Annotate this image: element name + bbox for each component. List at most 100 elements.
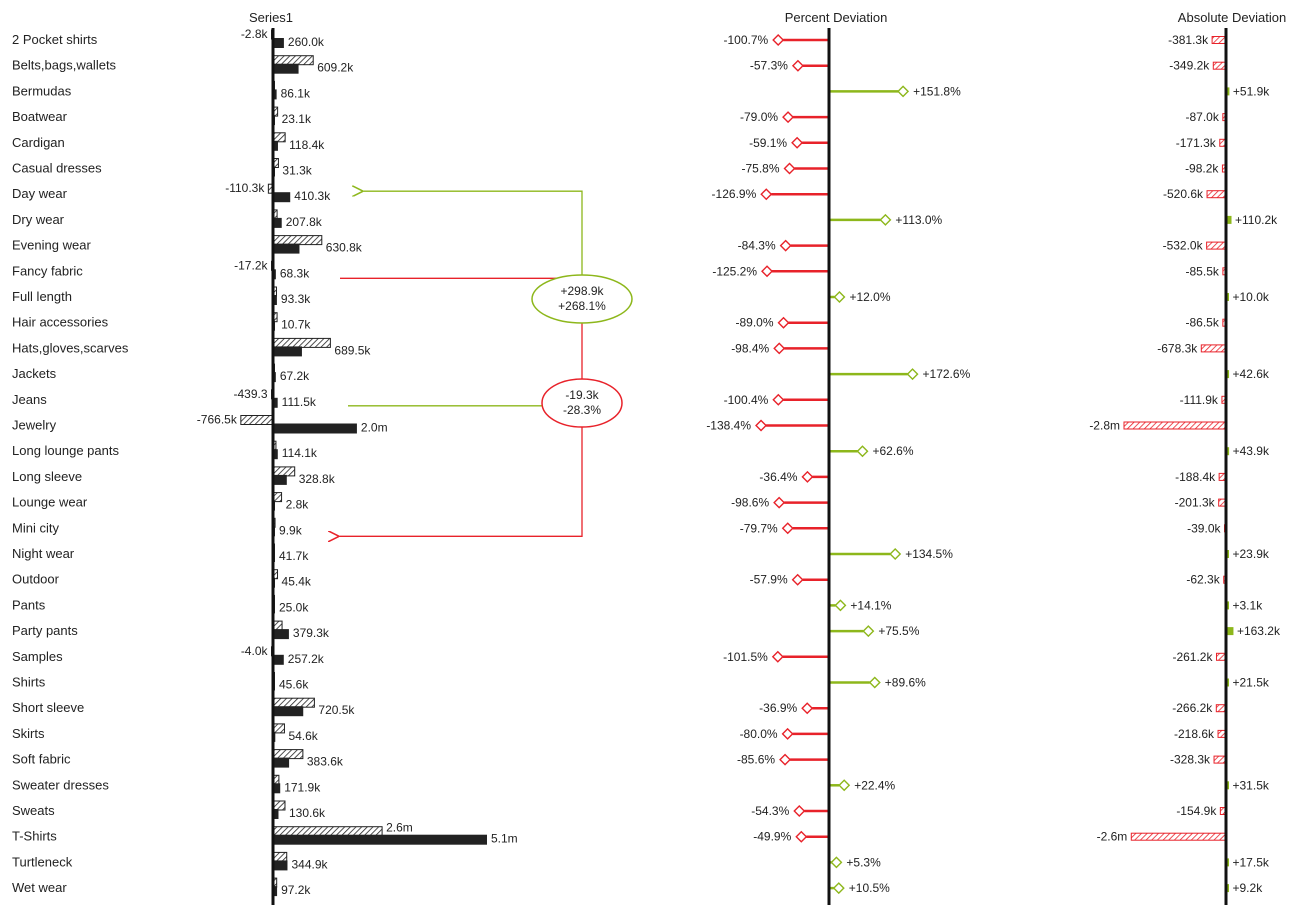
percent-marker (791, 573, 804, 586)
percent-marker (868, 676, 881, 689)
series1-bar (273, 89, 277, 100)
percent-value-label: -79.7% (740, 521, 778, 535)
percent-value-label: +89.6% (885, 676, 926, 690)
series1-bar (273, 449, 278, 460)
absolute-value-label: +3.1k (1233, 598, 1264, 612)
annotation-text: -28.3% (563, 403, 601, 417)
percent-marker (879, 213, 892, 226)
series1-bar (273, 63, 299, 74)
percent-marker (760, 188, 773, 201)
category-label: Shirts (12, 675, 46, 690)
series1-bar (273, 860, 288, 871)
absolute-value-label: -328.3k (1170, 753, 1211, 767)
absolute-value-label: +17.5k (1233, 855, 1270, 869)
absolute-value-label: -2.6m (1097, 830, 1128, 844)
percent-marker (772, 34, 785, 46)
percent-marker (791, 59, 804, 72)
series1-bar (273, 757, 290, 768)
reference-bar (272, 749, 304, 760)
percent-value-label: -80.0% (740, 727, 778, 741)
absolute-value-label: -62.3k (1186, 573, 1220, 587)
series1-value-label: 328.8k (299, 472, 336, 486)
category-label: Hair accessories (12, 315, 109, 330)
series1-bar (273, 809, 279, 819)
absolute-value-label: -111.9k (1180, 393, 1219, 407)
series1-value-label: 609.2k (317, 61, 354, 75)
series1-bar (273, 834, 487, 845)
category-label: Short sleeve (12, 700, 84, 715)
category-label: 2 Pocket shirts (12, 32, 98, 47)
absolute-value-label: -266.2k (1172, 701, 1213, 715)
series1-bar (273, 886, 278, 897)
reference-value-label: -110.3k (225, 181, 265, 195)
series1-value-label: 97.2k (281, 883, 311, 897)
percent-marker (862, 625, 875, 638)
category-label: Samples (12, 649, 63, 664)
reference-bar (272, 235, 323, 246)
percent-marker (779, 239, 792, 252)
series1-value-label: 54.6k (288, 729, 318, 743)
absolute-value-label: -349.2k (1169, 59, 1210, 73)
absolute-value-label: -39.0k (1187, 521, 1221, 535)
percent-marker (781, 522, 794, 535)
category-label: Soft fabric (12, 752, 71, 767)
percent-value-label: -101.5% (723, 650, 768, 664)
percent-value-label: -138.4% (706, 419, 751, 433)
category-label: Full length (12, 289, 72, 304)
percent-marker (838, 779, 851, 792)
series1-value-label: 68.3k (280, 266, 310, 280)
percent-marker (781, 727, 794, 740)
series1-bar (273, 706, 304, 717)
absolute-bar (1226, 215, 1232, 224)
series1-value-label: 10.7k (281, 318, 311, 332)
series1-value-label: 93.3k (281, 292, 311, 306)
series1-bar (273, 295, 277, 305)
percent-marker (830, 856, 843, 869)
category-label: Long lounge pants (12, 443, 119, 458)
category-label: T-Shirts (12, 829, 57, 844)
category-label: Wet wear (12, 880, 67, 895)
percent-value-label: +10.5% (849, 881, 890, 895)
absolute-value-label: -85.5k (1186, 264, 1220, 278)
percent-value-label: +62.6% (872, 444, 913, 458)
absolute-value-label: +51.9k (1233, 84, 1270, 98)
percent-marker (795, 830, 808, 843)
percent-marker (793, 805, 806, 817)
absolute-value-label: +10.0k (1233, 290, 1270, 304)
category-label: Sweats (12, 803, 55, 818)
absolute-value-label: +31.5k (1233, 778, 1270, 792)
header-series1: Series1 (249, 10, 293, 25)
absolute-bar (1200, 344, 1227, 353)
series1-value-label: 2.0m (361, 421, 388, 435)
category-label: Bermudas (12, 83, 72, 98)
series1-value-label: 260.0k (288, 35, 325, 49)
series1-value-label: 720.5k (318, 703, 355, 717)
percent-marker (772, 393, 785, 406)
series1-value-label: 31.3k (282, 164, 312, 178)
percent-value-label: -100.4% (724, 393, 769, 407)
reference-value-label: -17.2k (234, 258, 268, 272)
absolute-value-label: +9.2k (1233, 881, 1264, 895)
absolute-value-label: -171.3k (1176, 136, 1217, 150)
category-label: Party pants (12, 623, 78, 638)
absolute-value-label: -261.2k (1172, 650, 1213, 664)
series1-value-label: 114.1k (282, 446, 318, 460)
absolute-value-label: +23.9k (1233, 547, 1270, 561)
annotation-connector (338, 278, 583, 536)
series1-value-label: 383.6k (307, 755, 344, 769)
percent-marker (773, 496, 786, 509)
category-label: Jackets (12, 366, 57, 381)
percent-value-label: -85.6% (737, 753, 775, 767)
percent-marker (779, 753, 792, 766)
category-labels: 2 Pocket shirts Belts,bags,wallets Bermuda… (12, 32, 129, 895)
series1-value-label: 689.5k (334, 343, 371, 357)
reference-bar (272, 800, 286, 811)
reference-bar (272, 466, 296, 477)
absolute-value-label: -86.5k (1185, 316, 1219, 330)
category-label: Outdoor (12, 572, 60, 587)
reference-bar (272, 132, 286, 143)
series1-value-label: 2.8k (286, 498, 310, 512)
percent-value-label: -36.4% (759, 470, 797, 484)
series1-bar (273, 140, 278, 151)
percent-value-label: -49.9% (753, 830, 791, 844)
